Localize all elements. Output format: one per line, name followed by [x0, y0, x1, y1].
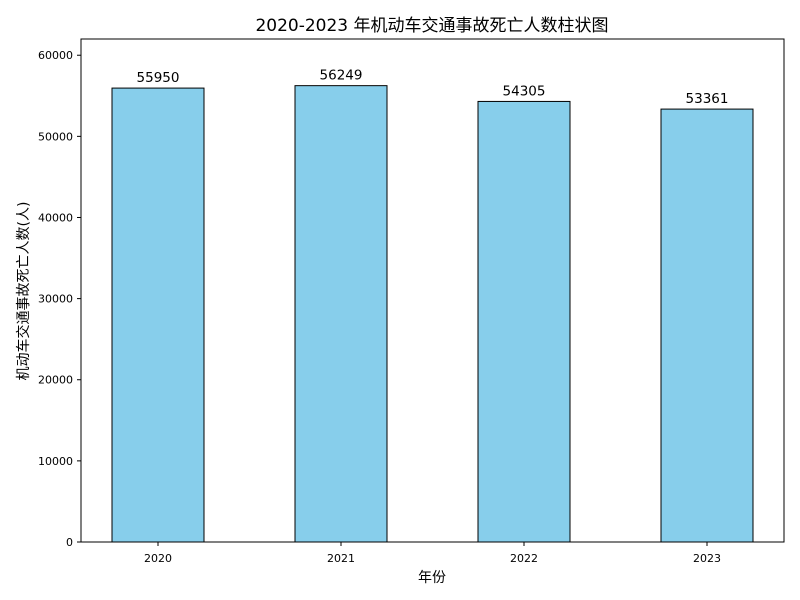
x-axis-label: 年份	[418, 570, 446, 586]
y-tick-label: 40000	[38, 211, 73, 224]
plot-frame	[80, 38, 785, 543]
x-tick-label: 2020	[144, 552, 172, 565]
bar-2023	[660, 108, 754, 543]
x-tick-label: 2022	[510, 552, 538, 565]
y-axis-label: 机动车交通事故死亡人数(人)	[15, 202, 32, 381]
bar-2022	[477, 100, 571, 543]
x-tick-label: 2023	[693, 552, 721, 565]
y-tick-label: 10000	[38, 455, 73, 468]
data-labels: 55950 56249 54305 53361	[137, 68, 729, 107]
y-tick-label: 30000	[38, 293, 73, 306]
data-label-2022: 54305	[503, 83, 546, 99]
y-tick-label: 60000	[38, 49, 73, 62]
y-tick-label: 50000	[38, 130, 73, 143]
x-axis-ticks: 2020 2021 2022 2023	[144, 542, 721, 565]
bar-2021	[294, 85, 388, 543]
bars	[111, 85, 754, 543]
chart-title: 2020-2023 年机动车交通事故死亡人数柱状图	[255, 16, 608, 36]
bar-2020	[111, 87, 205, 543]
data-label-2020: 55950	[137, 70, 180, 86]
y-axis-ticks: 0 10000 20000 30000 40000 50000 60000	[38, 49, 81, 549]
y-tick-label: 0	[66, 536, 73, 549]
data-label-2023: 53361	[686, 91, 729, 107]
y-tick-label: 20000	[38, 374, 73, 387]
data-label-2021: 56249	[320, 68, 363, 84]
x-tick-label: 2021	[327, 552, 355, 565]
